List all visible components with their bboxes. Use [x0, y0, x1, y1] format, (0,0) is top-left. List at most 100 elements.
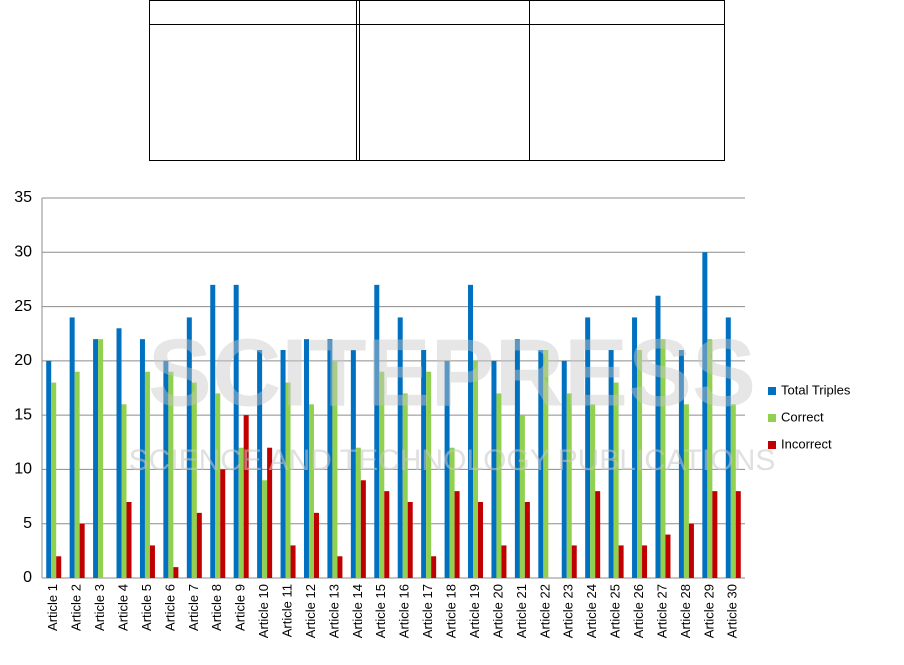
bar — [285, 382, 291, 578]
x-tick-label: Article 8 — [209, 584, 224, 631]
bar — [688, 523, 694, 578]
bar — [618, 545, 624, 578]
bar — [327, 339, 333, 578]
bar — [491, 360, 497, 578]
bar — [642, 545, 648, 578]
y-tick-label: 5 — [23, 515, 32, 532]
x-tick-label: Article 13 — [326, 584, 341, 638]
x-tick-label: Article 7 — [186, 584, 201, 631]
bar — [561, 360, 567, 578]
x-tick-label: Article 24 — [584, 584, 599, 638]
y-tick-label: 15 — [14, 406, 32, 423]
y-tick-label: 25 — [14, 298, 32, 315]
bar — [655, 295, 661, 578]
x-tick-label: Article 18 — [444, 584, 459, 638]
bar — [168, 371, 174, 578]
bar — [683, 404, 689, 578]
bar — [267, 447, 273, 578]
x-tick-label: Article 28 — [678, 584, 693, 638]
x-tick-label: Article 23 — [561, 584, 576, 638]
bar — [210, 284, 216, 578]
legend-swatch — [768, 387, 776, 395]
bar — [74, 371, 80, 578]
bar — [290, 545, 296, 578]
bar — [313, 512, 319, 578]
bar — [519, 415, 525, 578]
bar — [421, 350, 427, 578]
y-tick-label: 0 — [23, 569, 32, 586]
x-tick-label: Article 15 — [373, 584, 388, 638]
bar — [191, 382, 197, 578]
x-tick-label: Article 12 — [303, 584, 318, 638]
x-tick-label: Article 10 — [256, 584, 271, 638]
x-tick-label: Article 26 — [631, 584, 646, 638]
bar — [280, 350, 286, 578]
bar — [384, 491, 390, 578]
bar — [144, 371, 150, 578]
bar — [51, 382, 57, 578]
bar — [379, 371, 385, 578]
bar — [426, 371, 432, 578]
legend-label: Total Triples — [781, 382, 851, 397]
x-tick-label: Article 2 — [69, 584, 84, 631]
bar — [678, 350, 684, 578]
legend-label: Incorrect — [781, 436, 832, 451]
bar — [79, 523, 85, 578]
bar — [126, 502, 132, 578]
bar — [262, 480, 268, 578]
x-tick-label: Article 25 — [608, 584, 623, 638]
bar — [454, 491, 460, 578]
plot: 0 5 10 15 20 25 30 35 Article 1 Article 2 Article … — [14, 189, 851, 638]
bar — [501, 545, 507, 578]
bar — [538, 350, 544, 578]
bar — [407, 502, 413, 578]
bar — [660, 339, 666, 578]
bar — [707, 339, 713, 578]
watermark-title: SCITEPRESS — [148, 319, 756, 426]
bar — [215, 393, 221, 578]
bar — [514, 339, 520, 578]
x-tick-label: Article 27 — [654, 584, 669, 638]
bar — [116, 328, 122, 578]
x-tick-label: Article 5 — [139, 584, 154, 631]
bar — [308, 404, 314, 578]
bar — [543, 350, 549, 578]
watermark-subtitle: SCIENCE AND TECHNOLOGY PUBLICATIONS — [129, 444, 776, 477]
x-tick-label: Article 6 — [162, 584, 177, 631]
bar — [637, 350, 643, 578]
x-tick-label: Article 19 — [467, 584, 482, 638]
bar — [595, 491, 601, 578]
bar — [374, 284, 380, 578]
bar — [444, 360, 450, 578]
bar — [566, 393, 572, 578]
bar — [350, 350, 356, 578]
bar — [46, 360, 52, 578]
bar — [571, 545, 577, 578]
bar — [243, 415, 249, 578]
legend-label: Correct — [781, 409, 824, 424]
bar — [730, 404, 736, 578]
bar — [196, 512, 202, 578]
x-tick-label: Article 20 — [490, 584, 505, 638]
bar — [93, 339, 99, 578]
y-tick-label: 20 — [14, 352, 32, 369]
x-tick-label: Article 17 — [420, 584, 435, 638]
bar — [56, 556, 62, 578]
bar — [478, 502, 484, 578]
bar — [233, 284, 239, 578]
bar — [725, 317, 731, 578]
y-tick-label: 10 — [14, 461, 32, 478]
bar — [303, 339, 309, 578]
x-tick-label: Article 30 — [725, 584, 740, 638]
bar — [402, 393, 408, 578]
bar — [98, 339, 104, 578]
bar — [613, 382, 619, 578]
bar — [69, 317, 75, 578]
bar — [608, 350, 614, 578]
bar — [665, 534, 671, 578]
x-tick-label: Article 4 — [115, 584, 130, 631]
bar — [173, 567, 179, 578]
legend-swatch — [768, 414, 776, 422]
bar — [735, 491, 741, 578]
